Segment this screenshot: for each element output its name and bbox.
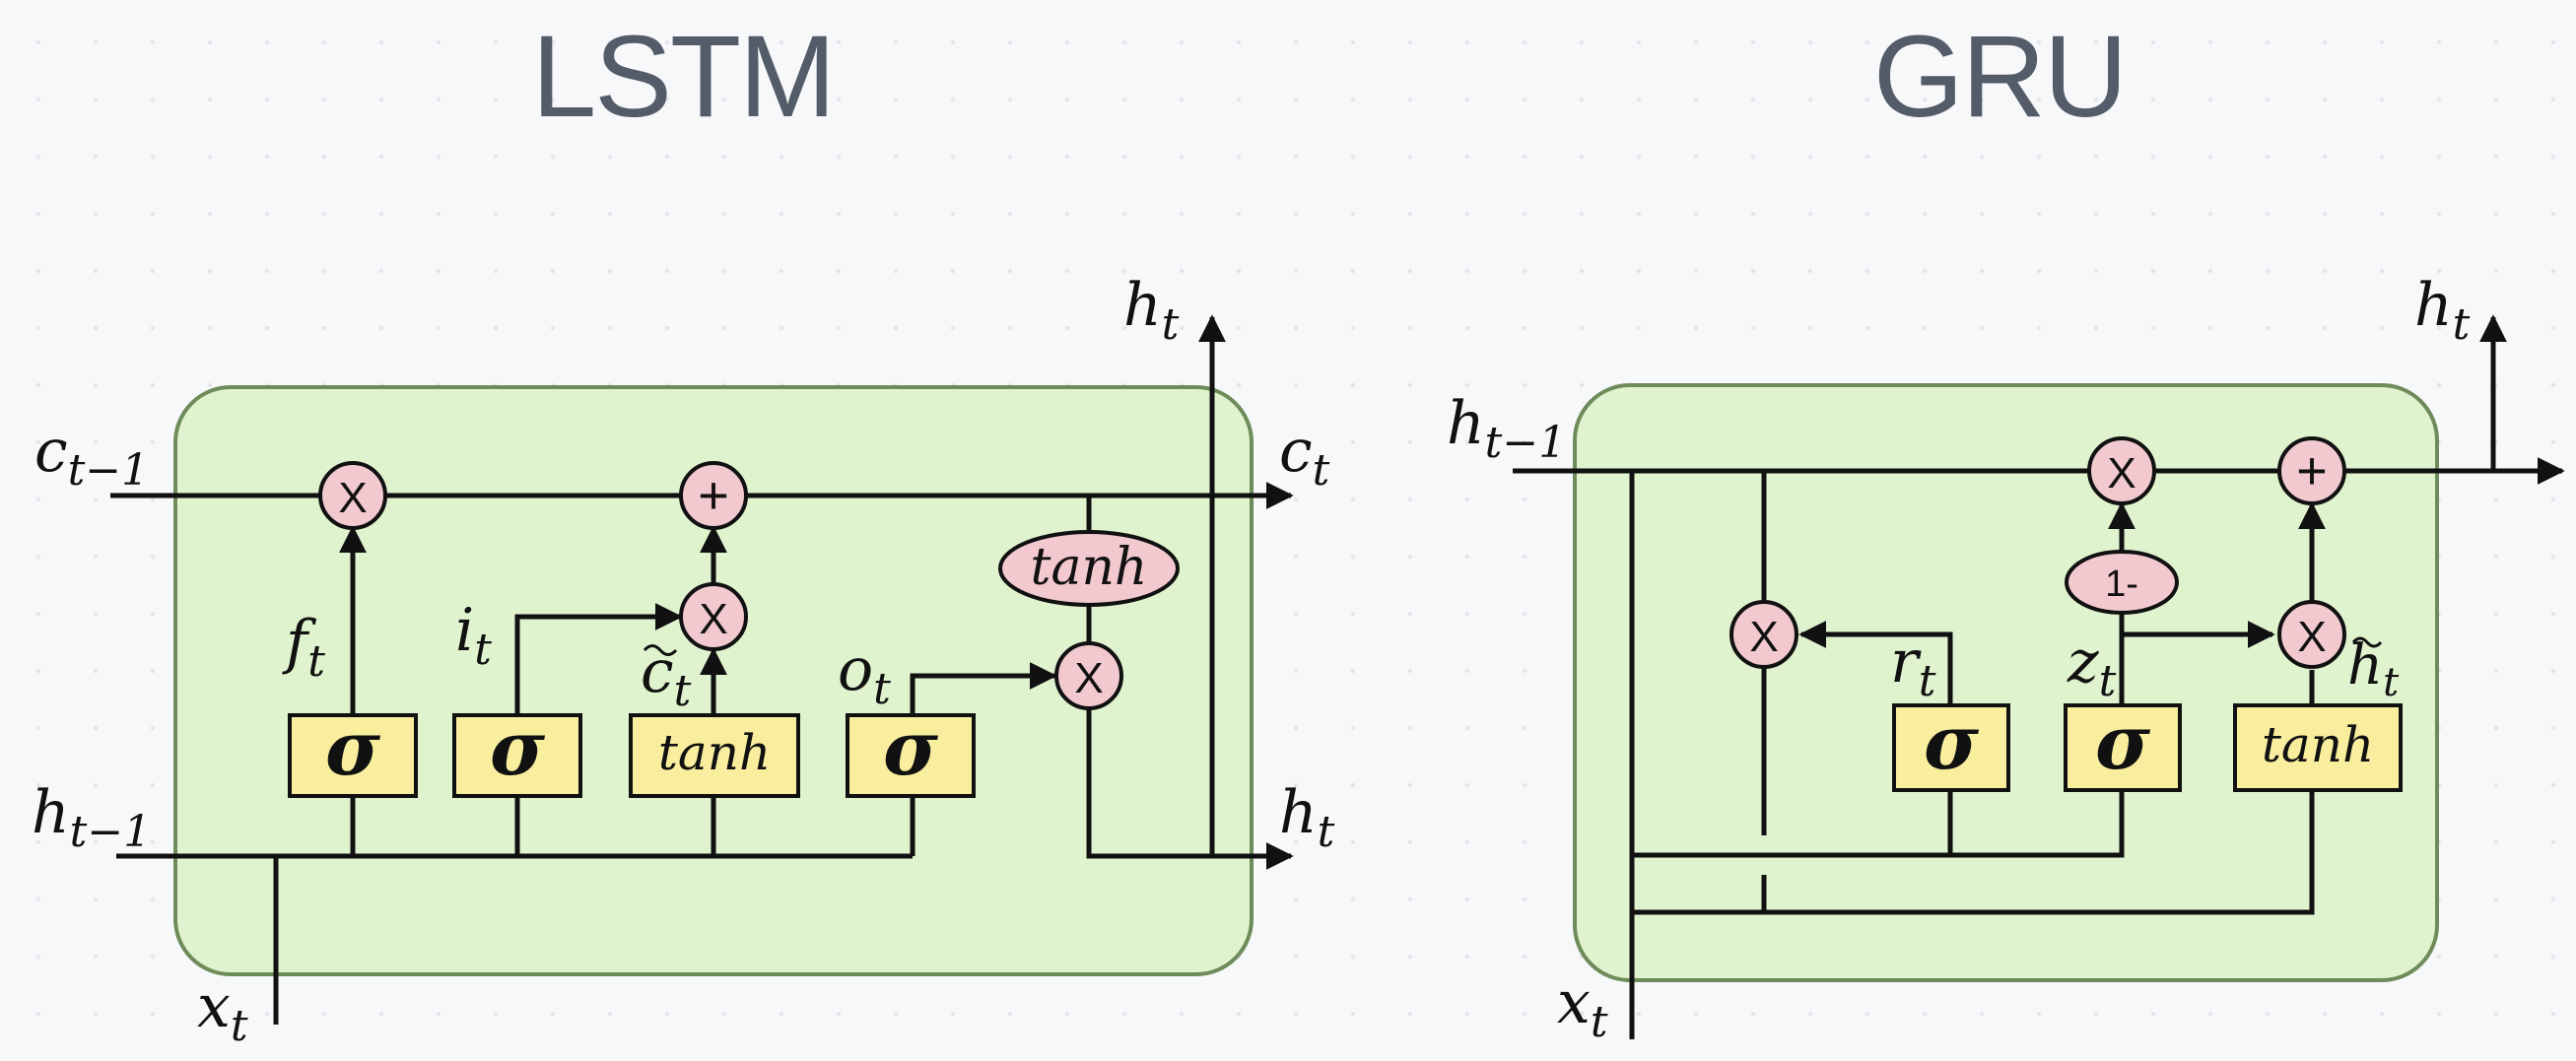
gru-candidate-bus xyxy=(1632,790,2315,915)
gru-update-sigma: σ xyxy=(2095,698,2151,786)
gru-cell-box xyxy=(1573,383,2439,982)
lstm-forget-sigma: σ xyxy=(325,704,381,792)
gru-add-glyph: + xyxy=(2296,441,2328,500)
lstm-output-multiply-op xyxy=(1054,641,1123,710)
lstm-cell-tanh-glyph: tanh xyxy=(1031,538,1148,597)
gru-reset-multiply-glyph: X xyxy=(1749,613,1778,661)
lstm-input-gate xyxy=(452,713,582,798)
gru-h-prev-label: ht−1 xyxy=(1447,389,1566,468)
gru-add-op xyxy=(2277,436,2346,505)
gru-z-t-label: zt xyxy=(2067,628,2117,706)
lstm-cell-tanh-op xyxy=(998,530,1180,607)
lstm-forget-multiply-glyph: X xyxy=(338,474,367,522)
lstm-input-multiply-glyph: X xyxy=(699,595,727,643)
lstm-c-prev-label: ct−1 xyxy=(34,417,149,496)
gru-candidate-multiply-op xyxy=(2277,600,2346,669)
lstm-i-t-label: it xyxy=(455,596,492,675)
lstm-output-gate xyxy=(846,713,976,798)
lstm-output-arrow xyxy=(910,662,1057,715)
lstm-input-multiply-op xyxy=(679,582,748,651)
lstm-h-prev-label: ht−1 xyxy=(32,778,151,857)
gru-hidden-multiply-op xyxy=(2087,436,2156,505)
gru-candidate-gate xyxy=(2233,703,2403,792)
gru-gate-bus xyxy=(1632,790,2125,858)
lstm-input-sigma: σ xyxy=(490,704,546,792)
gru-reset-sigma: σ xyxy=(1924,698,1980,786)
lstm-forget-gate xyxy=(288,713,418,798)
gru-candidate-multiply-glyph: X xyxy=(2297,613,2326,661)
lstm-hidden-output-line xyxy=(1086,709,1294,870)
lstm-output-sigma: σ xyxy=(883,704,939,792)
gru-hidden-multiply-glyph: X xyxy=(2107,449,2135,497)
lstm-h-t-output-label: ht xyxy=(1279,778,1335,857)
lstm-title: LSTM xyxy=(531,12,837,142)
lstm-c-tilde-mark xyxy=(643,644,678,656)
gru-title: GRU xyxy=(1872,12,2128,142)
gru-update-gate xyxy=(2064,703,2182,792)
gru-reset-multiply-op xyxy=(1729,600,1798,669)
gru-h-tilde-mark xyxy=(2351,636,2383,648)
gru-candidate-tanh: tanh xyxy=(2262,716,2374,773)
lstm-output-multiply-glyph: X xyxy=(1074,654,1103,702)
lstm-add-glyph: + xyxy=(698,466,729,525)
gru-one-minus-glyph: 1- xyxy=(2105,564,2138,605)
lstm-candidate-tanh: tanh xyxy=(658,724,771,781)
lstm-x-t-label: xt xyxy=(197,972,248,1051)
gru-one-minus-op xyxy=(2065,550,2179,615)
lstm-c-t-label: ct xyxy=(1279,417,1330,496)
lstm-candidate-gate xyxy=(629,713,800,798)
gru-cell: σ σ tanh X X + X 1- ht−1 ht xt rt zt ht xyxy=(1447,271,2565,1047)
lstm-forget-multiply-op xyxy=(318,461,387,530)
gru-r-t-label: rt xyxy=(1890,628,1936,706)
lstm-input-arrow xyxy=(514,603,683,715)
lstm-cell: σ σ tanh σ X + X X tanh ct−1 ct ht−1 ht … xyxy=(32,271,1335,1051)
lstm-o-t-label: ot xyxy=(838,635,891,714)
gru-x-t-label: xt xyxy=(1557,968,1608,1047)
gru-reset-gate xyxy=(1892,703,2010,792)
gru-h-t-top-label: ht xyxy=(2414,271,2471,350)
gru-reset-arrow xyxy=(1798,621,1953,705)
lstm-h-t-top-label: ht xyxy=(1123,271,1180,350)
lstm-add-op xyxy=(679,461,748,530)
